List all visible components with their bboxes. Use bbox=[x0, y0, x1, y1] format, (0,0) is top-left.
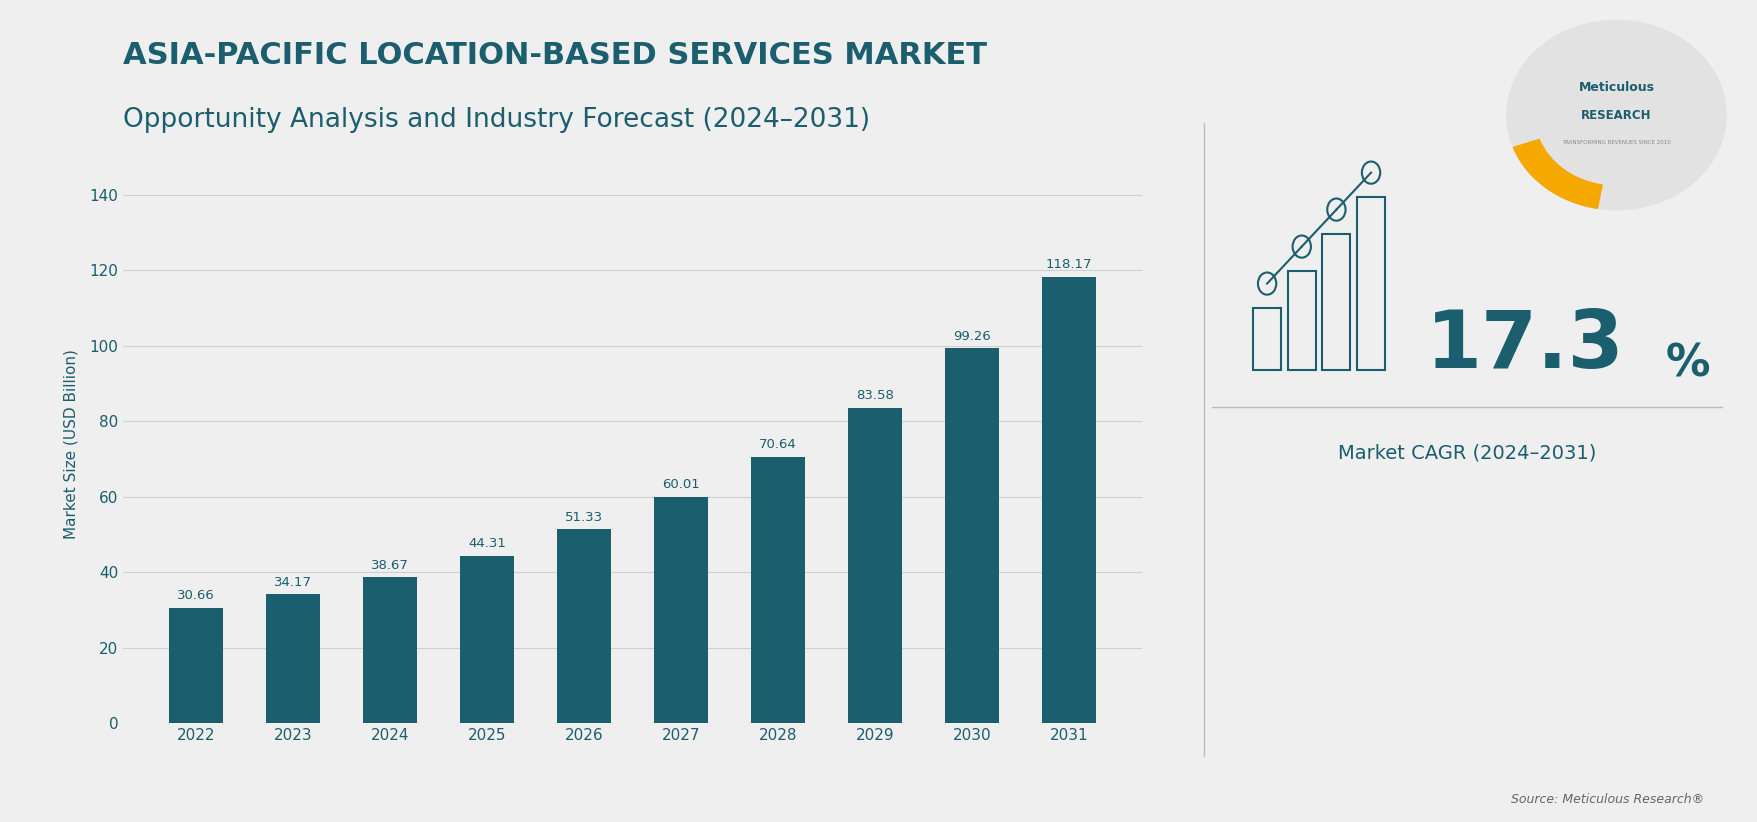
Wedge shape bbox=[1513, 140, 1602, 208]
Text: 70.64: 70.64 bbox=[759, 438, 798, 451]
Bar bbox=[169, 607, 223, 723]
Bar bbox=[460, 556, 513, 723]
Text: TRANSFORMING REVENUES SINCE 2010: TRANSFORMING REVENUES SINCE 2010 bbox=[1562, 141, 1671, 145]
Y-axis label: Market Size (USD Billion): Market Size (USD Billion) bbox=[63, 349, 77, 538]
Text: Market CAGR (2024–2031): Market CAGR (2024–2031) bbox=[1337, 444, 1597, 463]
Bar bbox=[945, 349, 998, 723]
Bar bbox=[654, 496, 708, 723]
Text: 17.3: 17.3 bbox=[1427, 307, 1625, 386]
Point bbox=[1291, 242, 1312, 252]
Text: Source: Meticulous Research®: Source: Meticulous Research® bbox=[1511, 792, 1704, 806]
Bar bbox=[1323, 234, 1351, 370]
Text: 118.17: 118.17 bbox=[1045, 258, 1093, 271]
Line: 2 pts: 2 pts bbox=[1267, 247, 1302, 284]
Bar bbox=[1356, 197, 1385, 370]
Text: 83.58: 83.58 bbox=[856, 389, 894, 402]
Text: Meticulous: Meticulous bbox=[1578, 81, 1655, 94]
Text: 51.33: 51.33 bbox=[566, 510, 603, 524]
Bar bbox=[557, 529, 611, 723]
Bar bbox=[849, 408, 901, 723]
Circle shape bbox=[1508, 21, 1725, 210]
Point bbox=[1360, 168, 1381, 178]
Text: RESEARCH: RESEARCH bbox=[1581, 109, 1652, 122]
Point bbox=[1327, 205, 1348, 215]
Point bbox=[1256, 279, 1277, 289]
Text: 44.31: 44.31 bbox=[467, 538, 506, 551]
Bar bbox=[267, 594, 320, 723]
Bar bbox=[752, 456, 805, 723]
Bar bbox=[1288, 271, 1316, 370]
Bar bbox=[1042, 277, 1096, 723]
Point bbox=[1327, 205, 1348, 215]
Text: 30.66: 30.66 bbox=[177, 589, 214, 602]
Line: 2 pts: 2 pts bbox=[1337, 173, 1370, 210]
Line: 2 pts: 2 pts bbox=[1302, 210, 1337, 247]
Text: Opportunity Analysis and Industry Forecast (2024–2031): Opportunity Analysis and Industry Foreca… bbox=[123, 107, 870, 133]
Text: %: % bbox=[1666, 342, 1710, 386]
Text: ASIA-PACIFIC LOCATION-BASED SERVICES MARKET: ASIA-PACIFIC LOCATION-BASED SERVICES MAR… bbox=[123, 41, 987, 70]
Text: 60.01: 60.01 bbox=[662, 478, 699, 491]
Text: 99.26: 99.26 bbox=[952, 330, 991, 343]
Bar bbox=[364, 577, 416, 723]
Point bbox=[1291, 242, 1312, 252]
Text: 38.67: 38.67 bbox=[371, 559, 409, 571]
Text: 34.17: 34.17 bbox=[274, 575, 313, 589]
Bar bbox=[1253, 308, 1281, 370]
